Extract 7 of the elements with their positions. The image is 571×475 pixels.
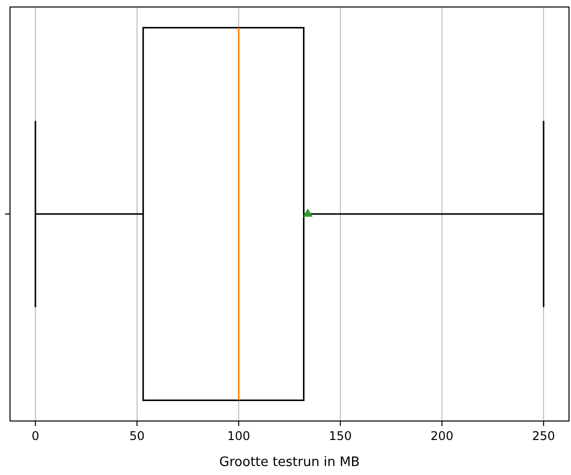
x-axis-title: Grootte testrun in MB bbox=[219, 455, 360, 470]
x-tick-label: 100 bbox=[227, 429, 250, 443]
x-tick-label: 200 bbox=[430, 429, 454, 443]
x-tick-label: 250 bbox=[532, 429, 556, 443]
x-tick-label: 0 bbox=[32, 429, 40, 443]
x-tick-label: 50 bbox=[129, 429, 145, 443]
x-tick-label: 150 bbox=[328, 429, 352, 443]
